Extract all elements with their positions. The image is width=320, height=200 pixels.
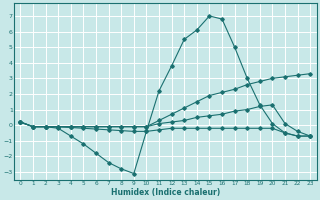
X-axis label: Humidex (Indice chaleur): Humidex (Indice chaleur): [111, 188, 220, 197]
